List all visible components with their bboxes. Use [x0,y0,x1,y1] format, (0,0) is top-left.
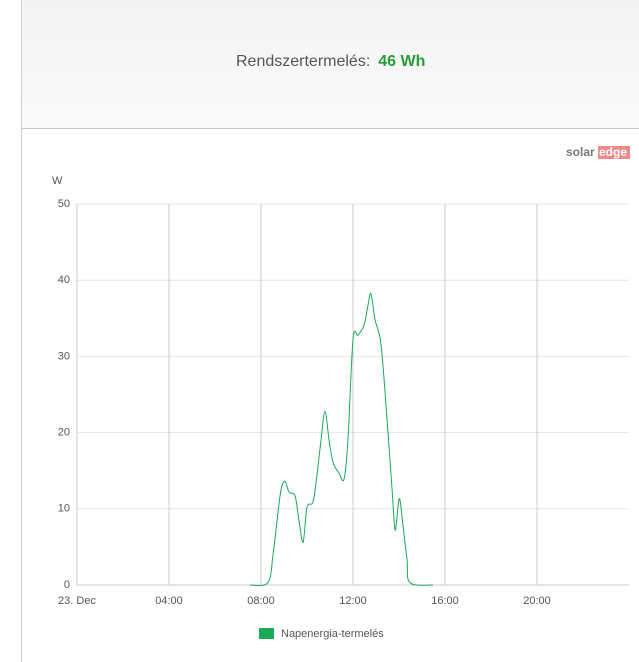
y-tick-label: 40 [58,274,70,286]
x-tick-label: 04:00 [155,595,183,607]
x-tick-label: 12:00 [339,595,367,607]
y-tick-label: 0 [64,579,70,591]
y-tick-label: 50 [58,198,70,210]
legend-swatch [259,628,274,639]
summary-value: 46 Wh [378,53,426,70]
legend-label: Napenergia-termelés [281,628,384,640]
logo-text: solar [566,145,595,159]
line [249,293,434,587]
summary-header: Rendszertermelés: 46 Wh [21,0,639,129]
y-axis-label: W [52,175,63,187]
logo-text: edge [599,145,627,159]
x-tick-label: 08:00 [247,595,275,607]
x-tick-label: 20:00 [523,595,551,607]
y-tick-label: 20 [58,427,70,439]
y-tick-label: 30 [58,350,70,362]
y-tick-label: 10 [58,503,70,515]
border [21,128,22,662]
summary: Rendszertermelés: 46 Wh [236,53,425,71]
logo-box [598,146,630,159]
summary-label: Rendszertermelés: [236,53,371,70]
x-tick-label: 23. Dec [58,595,96,607]
x-tick-label: 16:00 [431,595,459,607]
